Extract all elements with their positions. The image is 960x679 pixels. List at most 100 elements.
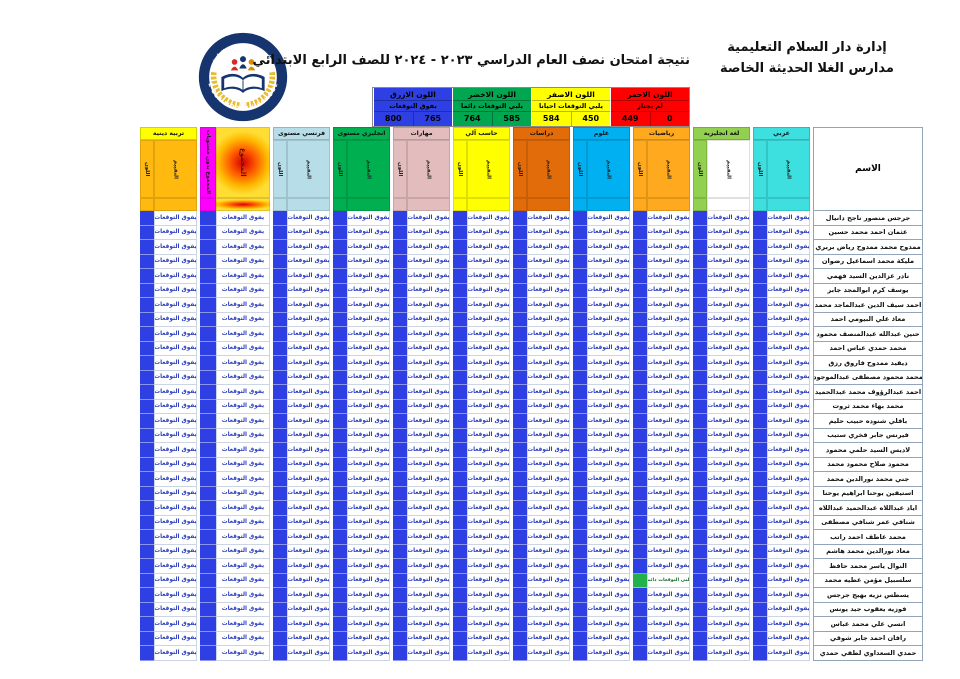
grade-color-swatch xyxy=(513,588,527,603)
grade-cell: يفوق التوقعات xyxy=(647,443,690,458)
grade-pair-social-studies: يفوق التوقعات xyxy=(513,312,570,327)
grade-cell: يفوق التوقعات xyxy=(154,501,197,516)
grade-cell: يفوق التوقعات xyxy=(467,428,510,443)
student-row: لاديس السيد حلمي محمود يفوق التوقعات يفوق … xyxy=(140,443,923,458)
grade-pair-total: يفوق التوقعات xyxy=(200,428,270,443)
grade-pair-skills: يفوق التوقعات xyxy=(393,240,450,255)
grade-pair-arabic: يفوق التوقعات xyxy=(753,327,810,342)
grade-cell: يفوق التوقعات xyxy=(287,573,330,588)
student-name-cell: جرجس منصور ناجح دانيال xyxy=(813,211,923,226)
grade-color-swatch xyxy=(200,631,216,646)
student-name-cell: بافلي شنوده حبيب حليم xyxy=(813,414,923,429)
grade-cell: يفوق التوقعات xyxy=(467,356,510,371)
grade-cell: يفوق التوقعات xyxy=(707,559,750,574)
grade-color-swatch xyxy=(573,283,587,298)
grade-color-swatch xyxy=(333,530,347,545)
grade-pair-english-level: يفوق التوقعات xyxy=(333,530,390,545)
grade-pair-skills: يفوق التوقعات xyxy=(393,501,450,516)
grade-cell: يفوق التوقعات xyxy=(216,544,270,559)
vertical-label: اللون xyxy=(577,161,583,177)
grade-cell: يفوق التوقعات xyxy=(467,617,510,632)
grade-cell: يفوق التوقعات xyxy=(407,472,450,487)
grade-color-swatch xyxy=(753,225,767,240)
header-spacer xyxy=(140,198,197,211)
grade-cell: يفوق التوقعات xyxy=(287,501,330,516)
grade-pair-french-level: يفوق التوقعات xyxy=(273,283,330,298)
student-row: رافان احمد جابر شوقي يفوق التوقعات يفوق ال… xyxy=(140,631,923,646)
grade-cell: يفوق التوقعات xyxy=(647,327,690,342)
grade-color-swatch xyxy=(573,602,587,617)
grade-cell: يفوق التوقعات xyxy=(767,559,810,574)
student-name-cell: فيرنس جابر فخري ستيب xyxy=(813,428,923,443)
grade-pair-science: يفوق التوقعات xyxy=(573,312,630,327)
grade-pair-english: يفوق التوقعات xyxy=(693,559,750,574)
grade-pair-english-level: يفوق التوقعات xyxy=(333,356,390,371)
grade-cell: يفوق التوقعات xyxy=(154,399,197,414)
grade-pair-computer: يفوق التوقعات xyxy=(453,457,510,472)
grade-color-swatch xyxy=(513,457,527,472)
grade-cell: يفوق التوقعات xyxy=(216,240,270,255)
legend-values: 449 0 xyxy=(611,112,689,126)
grade-cell: يفوق التوقعات xyxy=(587,486,630,501)
grade-color-swatch xyxy=(573,341,587,356)
grade-pair-arabic: يفوق التوقعات xyxy=(753,443,810,458)
grade-cell: يفوق التوقعات xyxy=(407,501,450,516)
spacer-cell xyxy=(767,198,810,211)
subject-title: لغة انجليزية xyxy=(693,127,750,140)
grade-pair-religion: يفوق التوقعات xyxy=(140,501,197,516)
grade-color-swatch xyxy=(273,240,287,255)
grade-pair-english-level: يفوق التوقعات xyxy=(333,617,390,632)
grade-cell: يفوق التوقعات xyxy=(767,617,810,632)
grade-cell: يفوق التوقعات xyxy=(407,486,450,501)
grade-pair-french-level: يفوق التوقعات xyxy=(273,428,330,443)
grade-cell: يفوق التوقعات xyxy=(347,486,390,501)
grade-pair-total: يفوق التوقعات xyxy=(200,515,270,530)
grade-pair-skills: يفوق التوقعات xyxy=(393,254,450,269)
grade-cell: يفوق التوقعات xyxy=(707,298,750,313)
grade-pair-science: يفوق التوقعات xyxy=(573,385,630,400)
grade-pair-skills: يفوق التوقعات xyxy=(393,472,450,487)
grade-color-swatch xyxy=(273,211,287,226)
grade-pair-computer: يفوق التوقعات xyxy=(453,414,510,429)
grade-color-swatch xyxy=(753,486,767,501)
grade-pair-religion: يفوق التوقعات xyxy=(140,269,197,284)
grade-pair-math: يفوق التوقعات xyxy=(633,414,690,429)
grade-color-swatch xyxy=(633,515,647,530)
grade-pair-total: يفوق التوقعات xyxy=(200,588,270,603)
grade-cell: يفوق التوقعات xyxy=(587,530,630,545)
grade-cell: يفوق التوقعات xyxy=(287,443,330,458)
grade-pair-english: يفوق التوقعات xyxy=(693,486,750,501)
grade-cell: يفوق التوقعات xyxy=(647,356,690,371)
grade-pair-math: يفوق التوقعات xyxy=(633,327,690,342)
vertical-label: اللون xyxy=(757,161,763,177)
grade-color-swatch xyxy=(693,385,707,400)
grade-color-swatch xyxy=(633,225,647,240)
student-row: يسطس نزيه بهيج جرجس يفوق التوقعات يفوق الت… xyxy=(140,588,923,603)
grade-cell: يفوق التوقعات xyxy=(216,472,270,487)
grade-color-swatch xyxy=(513,530,527,545)
subject-title: انجليزي مستوى xyxy=(333,127,390,140)
grade-cell: يفوق التوقعات xyxy=(407,269,450,284)
grade-pair-total: يفوق التوقعات xyxy=(200,443,270,458)
grade-pair-total: يفوق التوقعات xyxy=(200,457,270,472)
grade-cell: يفوق التوقعات xyxy=(467,501,510,516)
grade-pair-arabic: يفوق التوقعات xyxy=(753,283,810,298)
grade-pair-total: يفوق التوقعات xyxy=(200,530,270,545)
grade-color-swatch xyxy=(333,501,347,516)
grade-pair-computer: يفوق التوقعات xyxy=(453,530,510,545)
grade-color-swatch xyxy=(140,501,154,516)
grade-color-swatch xyxy=(200,530,216,545)
grade-color-swatch xyxy=(573,254,587,269)
grade-color-swatch xyxy=(513,254,527,269)
grade-pair-total: يفوق التوقعات xyxy=(200,254,270,269)
grade-cell: يفوق التوقعات xyxy=(347,240,390,255)
student-name-cell: استيفين يوحنا ابراهيم يوحنا xyxy=(813,486,923,501)
grade-cell: يفوق التوقعات xyxy=(767,385,810,400)
grade-cell: يفوق التوقعات xyxy=(347,646,390,661)
grade-color-swatch xyxy=(200,399,216,414)
grade-color-swatch xyxy=(453,515,467,530)
student-name-cell: معاذ علي البيومي احمد xyxy=(813,312,923,327)
grade-cell: يفوق التوقعات xyxy=(527,240,570,255)
grade-cell: يفوق التوقعات xyxy=(407,414,450,429)
